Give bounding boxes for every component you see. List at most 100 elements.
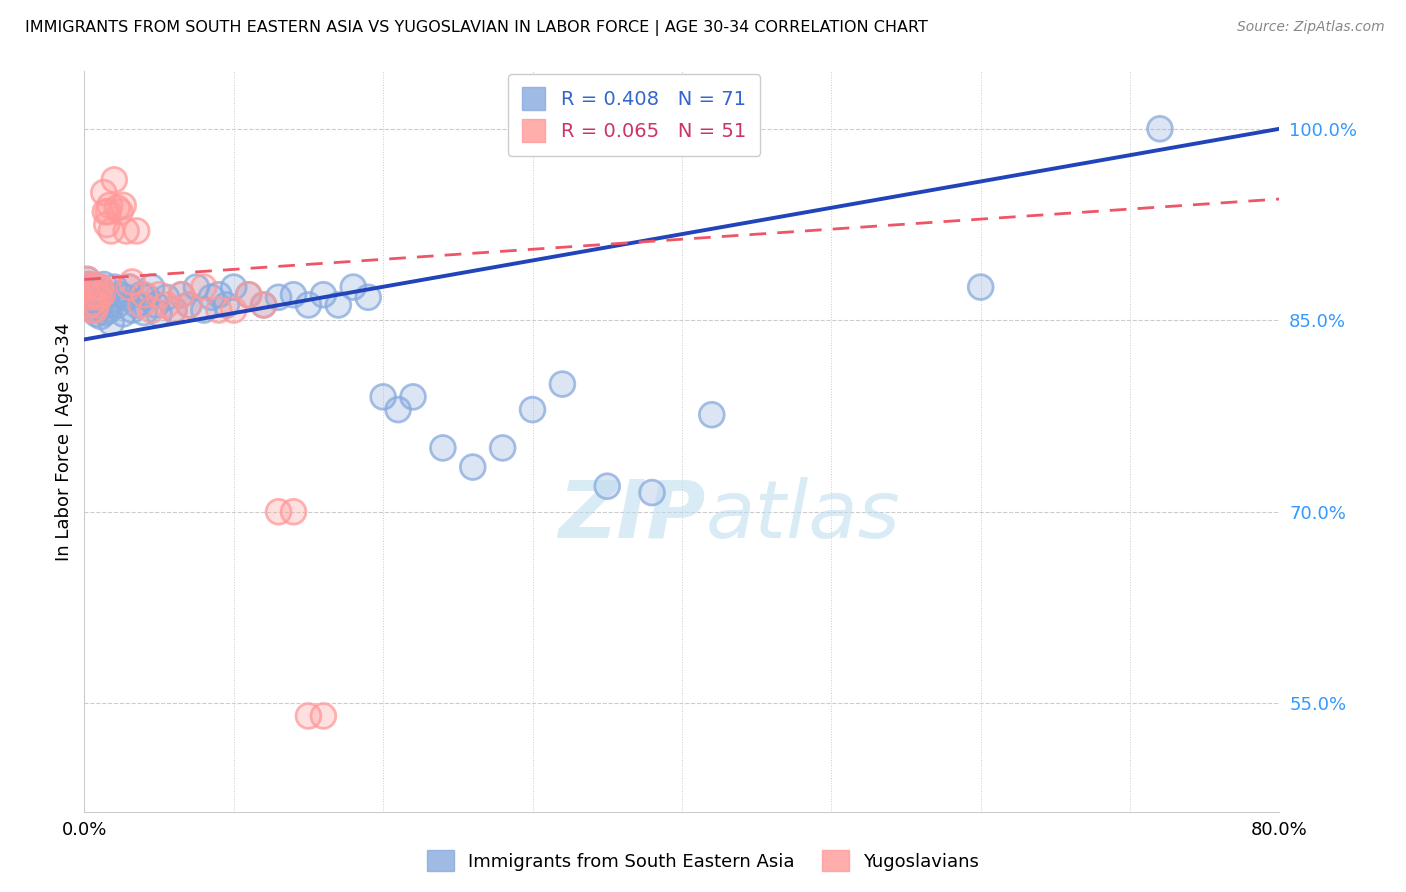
Point [94, 204, 117, 219]
Point [132, 287, 156, 301]
Point [76, 272, 98, 286]
Point [96, 287, 118, 301]
Point [177, 298, 200, 312]
Point [89, 290, 111, 304]
Point [177, 298, 200, 312]
Point [125, 298, 148, 312]
Point [432, 441, 454, 455]
Point [387, 402, 409, 417]
Point [76, 272, 98, 286]
Point [89, 280, 111, 294]
Point [89, 301, 111, 315]
Point [193, 303, 215, 318]
Point [79, 283, 101, 297]
Point [312, 709, 335, 723]
Point [186, 280, 208, 294]
Point [155, 298, 177, 312]
Point [103, 173, 125, 187]
Point [155, 298, 177, 312]
Point [87, 287, 110, 301]
Point [238, 287, 260, 301]
Point [118, 280, 141, 294]
Point [148, 287, 170, 301]
Point [163, 303, 186, 318]
Point [141, 303, 163, 318]
Text: IMMIGRANTS FROM SOUTH EASTERN ASIA VS YUGOSLAVIAN IN LABOR FORCE | AGE 30-34 COR: IMMIGRANTS FROM SOUTH EASTERN ASIA VS YU… [25, 20, 928, 36]
Point [132, 305, 156, 319]
Point [103, 173, 125, 187]
Point [641, 485, 664, 500]
Point [89, 280, 111, 294]
Point [283, 505, 305, 519]
Point [148, 307, 170, 321]
Point [76, 281, 98, 295]
Point [283, 505, 305, 519]
Point [522, 402, 544, 417]
Point [89, 301, 111, 315]
Point [342, 280, 364, 294]
Point [115, 224, 138, 238]
Point [93, 277, 115, 292]
Point [79, 285, 101, 300]
Point [100, 224, 122, 238]
Point [283, 287, 305, 301]
Point [297, 298, 319, 312]
Point [94, 305, 117, 319]
Point [83, 303, 105, 318]
Point [551, 377, 574, 392]
Point [115, 290, 138, 304]
Point [86, 298, 108, 312]
Point [125, 298, 148, 312]
Point [82, 286, 104, 301]
Point [82, 280, 104, 294]
Point [89, 280, 111, 294]
Point [208, 287, 231, 301]
Point [373, 390, 395, 404]
Point [93, 186, 115, 200]
Point [91, 290, 114, 304]
Point [141, 280, 163, 294]
Point [267, 505, 290, 519]
Point [129, 287, 152, 301]
Point [89, 290, 111, 304]
Point [342, 280, 364, 294]
Point [145, 298, 167, 312]
Legend: R = 0.408   N = 71, R = 0.065   N = 51: R = 0.408 N = 71, R = 0.065 N = 51 [509, 74, 759, 155]
Point [492, 441, 515, 455]
Point [80, 290, 103, 304]
Point [461, 460, 484, 475]
Point [132, 305, 156, 319]
Point [89, 280, 111, 294]
Point [373, 390, 395, 404]
Point [79, 298, 101, 312]
Point [103, 280, 125, 294]
Point [87, 298, 110, 312]
Point [83, 303, 105, 318]
Point [90, 310, 112, 324]
Point [170, 287, 193, 301]
Point [110, 204, 132, 219]
Point [82, 295, 104, 310]
Point [87, 287, 110, 301]
Point [100, 224, 122, 238]
Point [193, 280, 215, 294]
Point [86, 280, 108, 294]
Point [98, 198, 121, 212]
Point [115, 224, 138, 238]
Point [77, 277, 100, 292]
Point [596, 479, 619, 493]
Point [86, 307, 108, 321]
Point [328, 298, 350, 312]
Point [170, 287, 193, 301]
Point [136, 290, 159, 304]
Point [110, 287, 132, 301]
Point [105, 298, 128, 312]
Point [77, 277, 100, 292]
Point [110, 287, 132, 301]
Point [125, 224, 148, 238]
Point [83, 287, 105, 301]
Point [148, 307, 170, 321]
Point [98, 303, 121, 318]
Point [238, 287, 260, 301]
Point [82, 296, 104, 310]
